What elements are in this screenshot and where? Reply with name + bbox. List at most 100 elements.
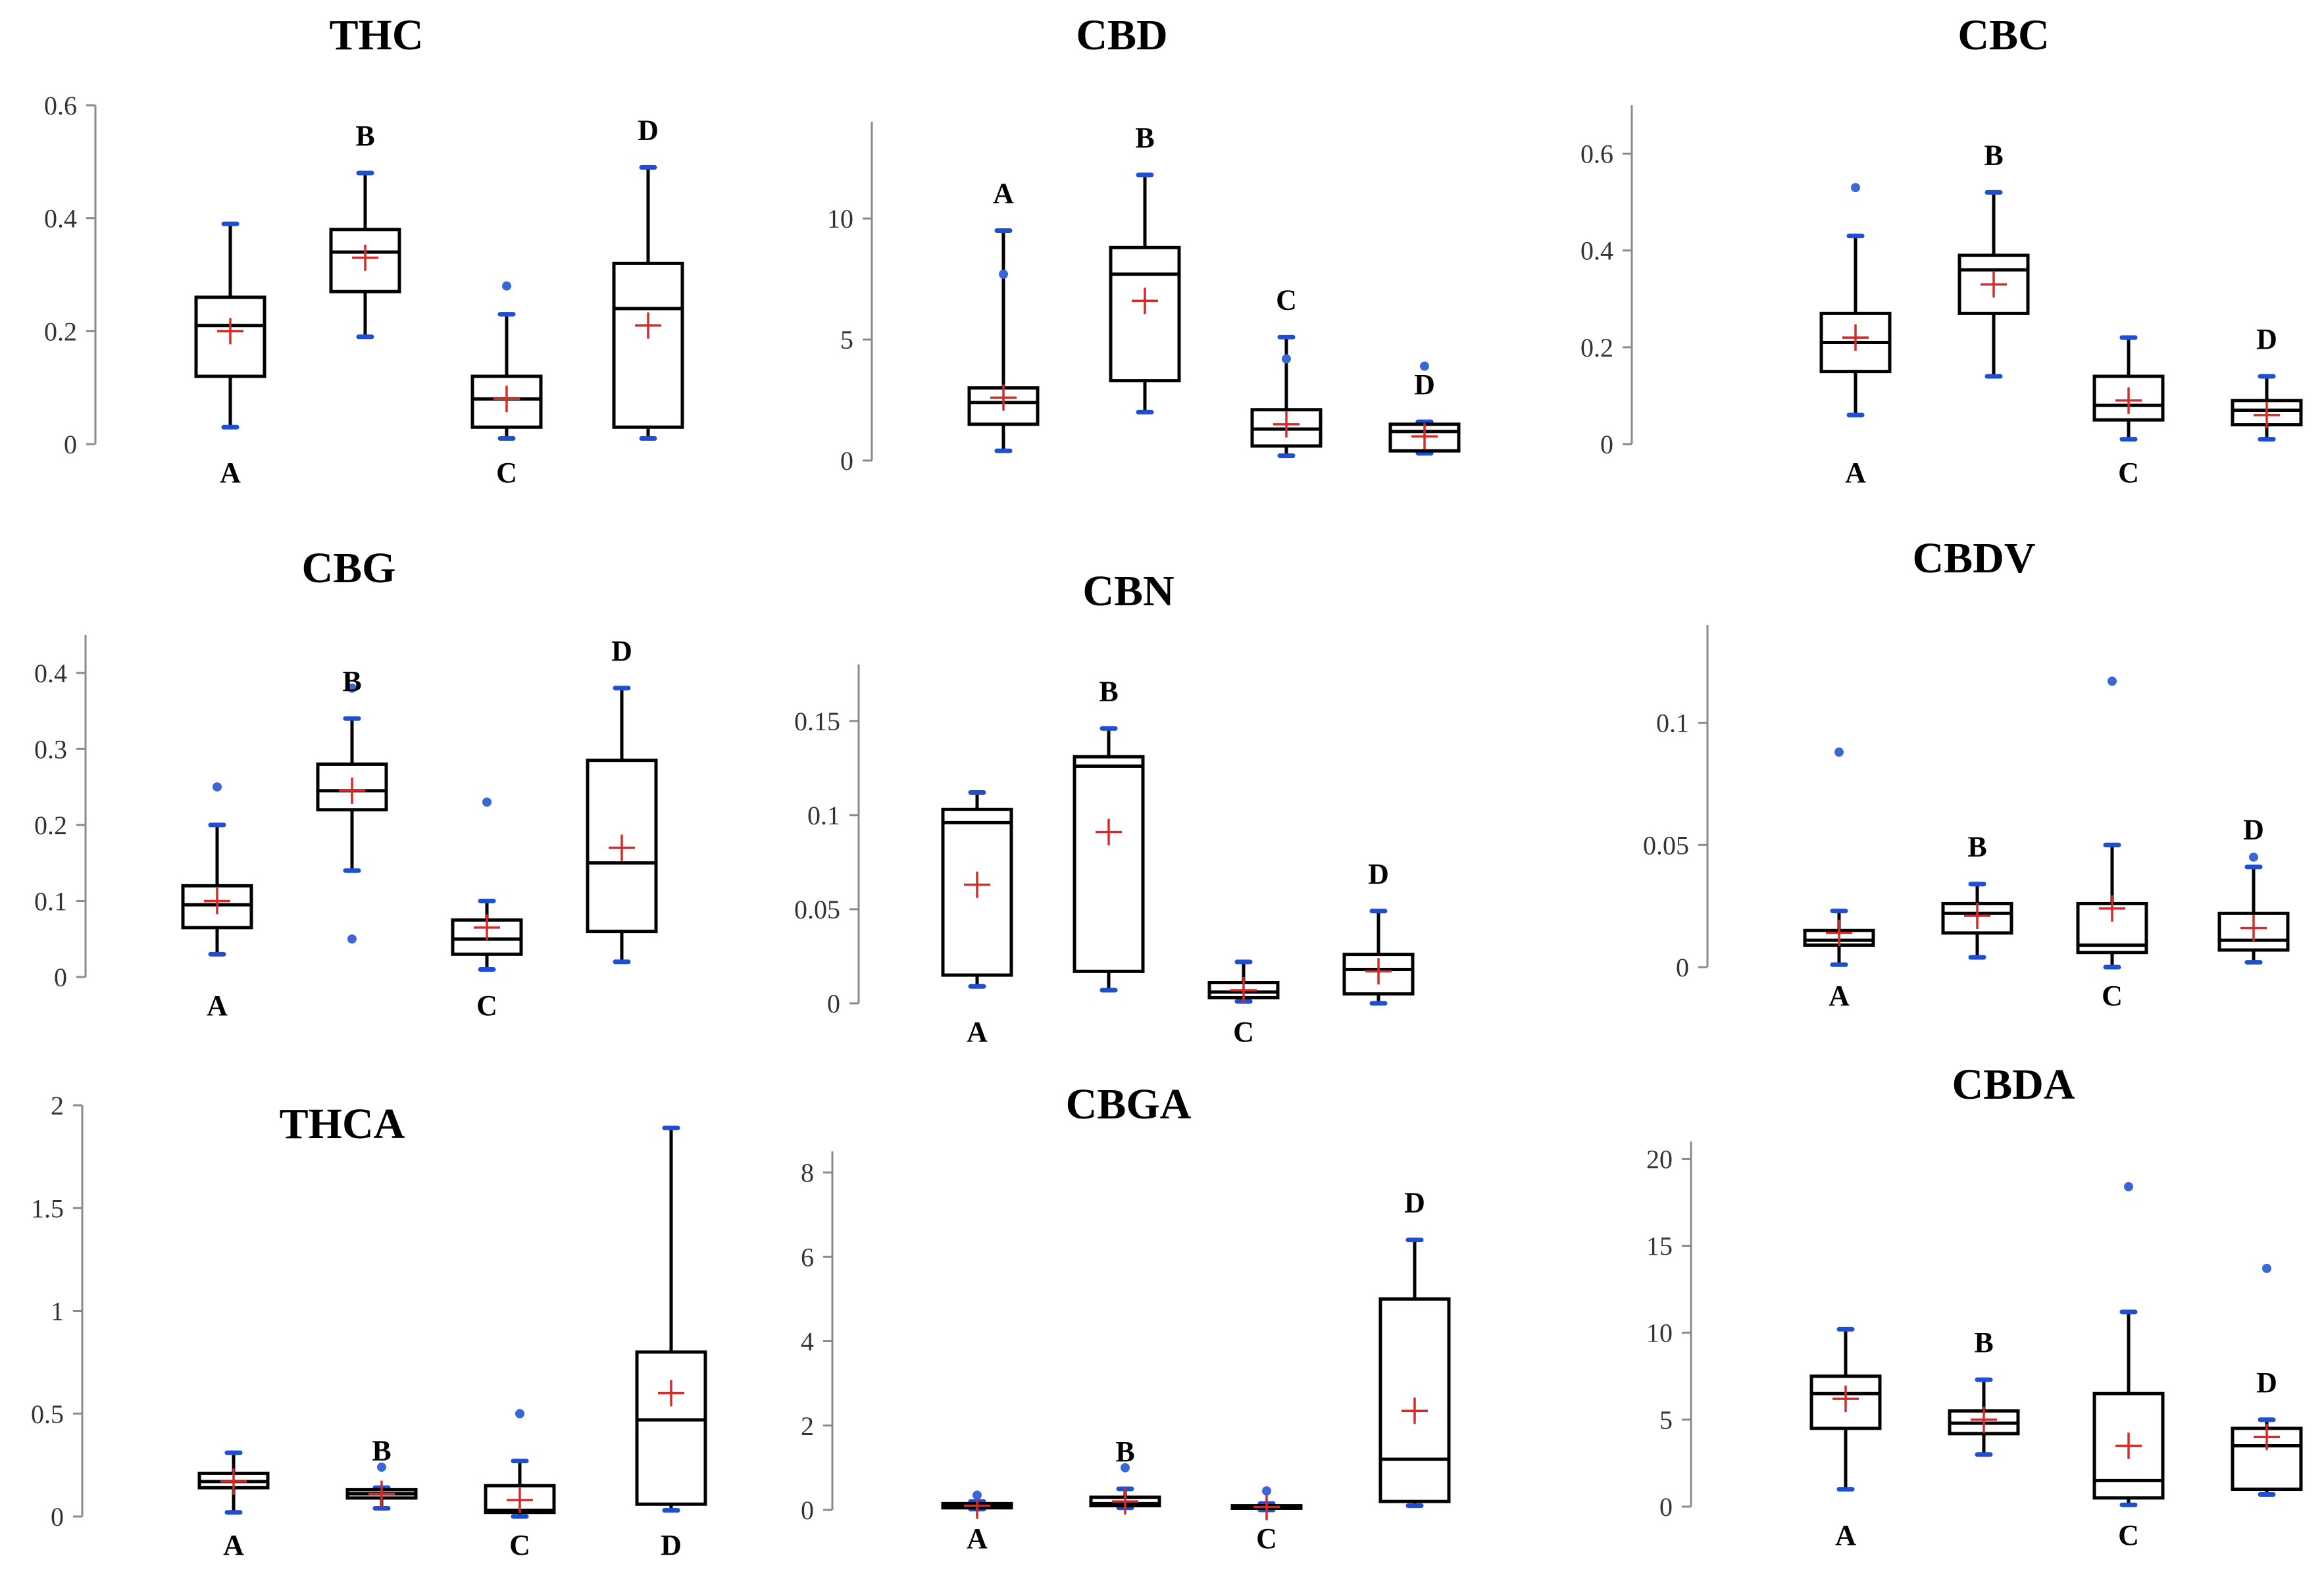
cbda-y-tick-label: 20 [1646,1144,1673,1174]
cbc-group-a: A [1819,183,1892,489]
cbn-y-tick-label: 0.1 [807,801,840,830]
thc-group-d: D [612,114,684,441]
thca-y-tick-label: 1.5 [31,1193,64,1223]
panel-cbdv: CBDV 0 0.05 0.1 A B C D [1643,534,2290,1012]
panel-cbn: CBN 0 0.05 0.1 0.15 A B C D [794,567,1415,1048]
cbda-group-a-mean-marker [1832,1386,1859,1413]
cbn-group-c: C [1207,959,1280,1048]
thca-y-tick-label: 0.5 [31,1399,64,1429]
panel-cbc: CBC 0 0.2 0.4 0.6 A B C D [1580,11,2303,489]
cbd-group-d-mean-marker [1411,423,1438,450]
cbc-group-a-mean-marker [1842,324,1869,351]
thc-group-c-outlier-point [502,281,511,291]
thca-y-tick-label: 0 [51,1502,64,1532]
cbn-y-tick-label: 0.15 [794,707,840,736]
cbc-y-tick-label: 0 [1600,430,1613,459]
cbc-group-d-label: D [2256,323,2277,355]
cbc-group-b-label: B [1984,139,2003,171]
cbda-group-c-box [2092,1391,2165,1500]
cbc-group-c-mean-marker [2115,387,2142,414]
panel-cbda: CBDA 0 5 10 15 20 A B C D [1646,1061,2303,1551]
thca-group-a-label: A [223,1529,244,1561]
cbga-group-b: B [1089,1436,1161,1515]
thc-group-a-label: A [220,457,241,489]
cbda-group-a: A [1809,1326,1882,1551]
cbdv-group-a: A [1803,747,1875,1012]
cbg-group-a-outlier-point [213,782,222,792]
cbc-group-c-label: C [2118,457,2139,489]
cbg-group-b-outlier-point [347,683,357,693]
cbdv-group-d-outlier-point [2249,852,2258,862]
cbdv-group-c-label: C [2102,980,2123,1012]
cbg-group-a-box [181,884,253,930]
thc-y-tick-label: 0.4 [44,204,77,234]
cbdv-group-d-label: D [2243,814,2264,846]
cbd-group-b-label: B [1135,122,1154,154]
cbda-y-tick-label: 15 [1646,1232,1673,1261]
cbga-group-a-outlier-point [973,1490,982,1500]
cbd-y-tick-label: 0 [840,446,853,476]
thca-group-b-outlier-point [377,1463,386,1472]
cbg-group-d: D [586,635,658,965]
cbc-y-tick-label: 0.6 [1580,139,1613,169]
cbd-group-b-mean-marker [1132,288,1158,314]
cbn-group-d-box [1342,953,1415,996]
cbga-y-tick-label: 0 [801,1495,814,1525]
cbg-group-a-label: A [207,990,228,1022]
cbda-group-c-mean-marker [2115,1432,2142,1459]
cbdv-group-b-mean-marker [1964,903,1990,929]
panel-thc: THC 0 0.2 0.4 0.6 A B C D [44,11,684,489]
cbda-y-tick-label: 10 [1646,1318,1673,1348]
cbda-group-d-outlier-point [2262,1263,2271,1273]
thc-group-d-box [612,261,684,429]
thc-y-tick-label: 0.2 [44,316,77,346]
cbc-group-c: C [2092,335,2165,489]
cbn-group-d-label: D [1368,858,1389,890]
cbc-group-b: B [1958,139,2030,379]
thc-group-a-mean-marker [217,318,243,345]
cbda-y-tick-label: 5 [1659,1405,1673,1435]
cbc-group-b-mean-marker [1981,271,2007,298]
cbg-group-c-mean-marker [474,914,500,941]
thc-group-d-label: D [638,114,659,146]
panel-thca: THCA 0 0.5 1 1.5 2 A B C D [31,1091,707,1561]
cbd-group-d-label: D [1414,368,1435,401]
cbd-chart-title: CBD [1076,11,1167,59]
cbdv-group-d-mean-marker [2240,915,2267,941]
cbc-y-tick-label: 0.2 [1580,333,1613,363]
cbga-group-d: D [1378,1187,1451,1509]
cbg-y-tick-label: 0.4 [34,659,67,688]
cbga-group-d-mean-marker [1402,1397,1428,1424]
thca-y-tick-label: 1 [51,1297,64,1326]
cbg-group-b: B [316,665,388,944]
thc-group-a-box [194,295,266,378]
cbdv-y-tick-label: 0.1 [1656,709,1689,738]
cbda-group-d-mean-marker [2254,1424,2280,1451]
cbn-group-b-label: B [1099,675,1118,707]
cbda-group-a-box [1809,1374,1882,1430]
thca-group-c-label: C [509,1529,530,1561]
cbc-group-b-box [1958,253,2030,315]
thca-chart-title: THCA [280,1100,405,1148]
thca-group-d-label: D [661,1529,682,1561]
cbd-y-tick-label: 10 [827,204,853,234]
cbn-group-d: D [1342,858,1415,1006]
thc-group-a: A [194,221,266,489]
thc-group-c-box [470,374,543,429]
cbd-group-a-mean-marker [990,384,1017,411]
cbdv-group-c-outlier-point [2108,676,2117,686]
panel-cbd: CBD 0 5 10 A B C D [827,11,1461,476]
cbda-group-b-mean-marker [1971,1406,1997,1433]
cbga-group-c-outlier-point [1262,1486,1271,1496]
cbda-group-d: D [2231,1263,2303,1497]
thc-chart-title: THC [329,11,423,59]
cbd-group-b-box [1109,245,1181,383]
cbn-group-a-label: A [967,1016,988,1048]
cbga-y-tick-label: 4 [801,1327,814,1357]
cbdv-group-a-outlier-point [1834,747,1844,757]
cbg-group-b-box [316,762,388,812]
cbg-group-b-outlier-point [347,934,357,944]
cbga-group-b-mean-marker [1112,1488,1138,1515]
cbn-y-tick-label: 0.05 [794,895,840,924]
